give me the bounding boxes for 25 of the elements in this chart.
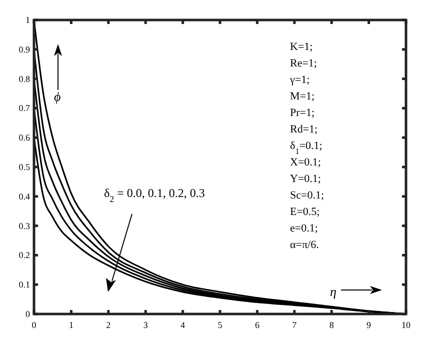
y-tick-label: 0.8: [18, 74, 30, 84]
x-tick-label: 1: [68, 320, 74, 330]
y-tick-label: 0.6: [18, 132, 30, 143]
x-tick-label: 5: [218, 320, 223, 330]
y-tick-label: 0.4: [18, 191, 30, 202]
x-tick-label: 3: [143, 320, 148, 330]
y-tick-label: 0.9: [18, 44, 30, 54]
x-tick-label: 8: [329, 320, 334, 330]
y-tick-label: 1: [26, 15, 30, 25]
annotation: η: [330, 284, 336, 299]
x-tick-label: 9: [366, 320, 372, 330]
annotation: ϕ: [54, 89, 61, 104]
x-tick-label: 2: [106, 320, 111, 330]
text: K=1; Re=1; γ=1; M=1; Pr=1; Rd=1; δ$_{1}$=0.1; X=0.1; Y=0.1; Sc=0.1; E=0.5; e=0.1; α=π/6.: [290, 41, 324, 251]
y-tick-label: 0.5: [18, 162, 30, 172]
x-tick-label: 10: [402, 320, 411, 330]
y-tick-label: 0.1: [18, 280, 30, 290]
x-tick-label: 7: [292, 320, 298, 330]
y-tick-label: 0.2: [18, 250, 30, 260]
y-tick-label: 0.3: [18, 220, 30, 231]
x-tick-label: 4: [180, 320, 186, 330]
x-tick-label: 6: [254, 320, 260, 330]
y-tick-label: 0.7: [18, 103, 30, 114]
y-tick-label: 0: [26, 309, 30, 319]
annotation: δ$_{2}$ = 0.0, 0.1, 0.2, 0.3: [104, 186, 205, 204]
